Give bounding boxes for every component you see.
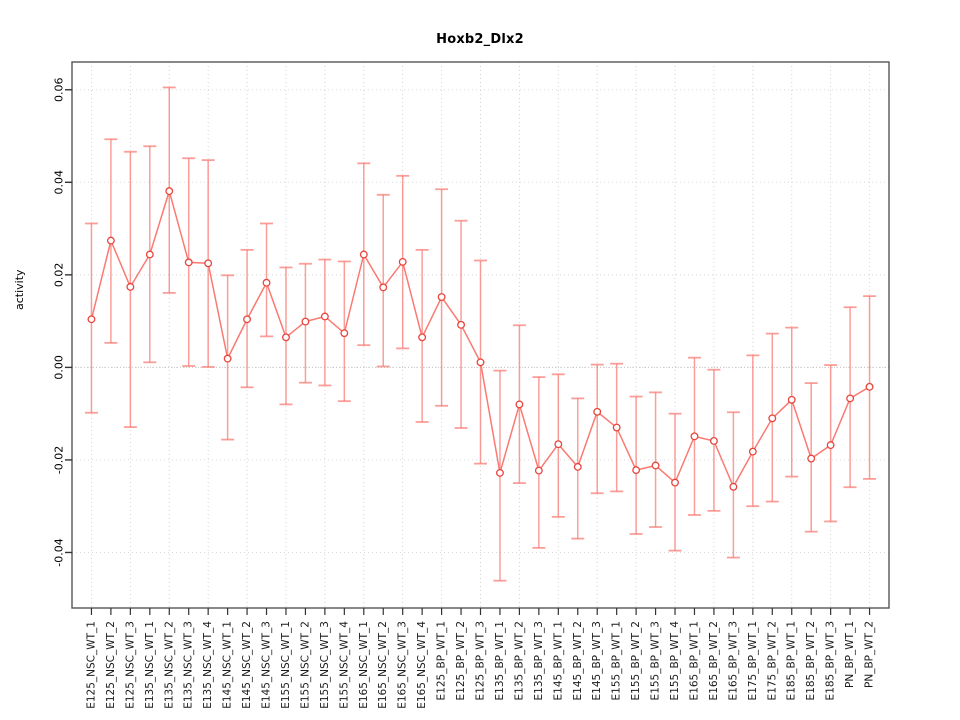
y-tick-label: 0.06	[53, 78, 66, 103]
data-point-marker	[865, 382, 874, 391]
x-tick-label: E135_BP_WT_1	[494, 621, 506, 700]
x-tick-label: E125_NSC_WT_3	[124, 621, 136, 709]
data-point-marker	[379, 283, 388, 292]
data-point-marker	[709, 437, 718, 445]
data-point-marker	[554, 440, 563, 449]
data-point-marker	[457, 320, 465, 329]
x-tick-label: E165_BP_WT_1	[688, 621, 700, 700]
x-tick-label: E165_NSC_WT_3	[397, 621, 409, 709]
data-point-marker	[846, 394, 855, 403]
data-point-marker	[165, 187, 174, 196]
x-tick-label: E185_BP_WT_3	[825, 621, 837, 700]
data-point-marker	[320, 312, 329, 321]
x-tick-label: E135_BP_WT_3	[533, 621, 545, 700]
y-tick-label: 0.02	[53, 263, 66, 288]
data-point-marker	[87, 315, 96, 324]
data-point-marker	[223, 354, 232, 363]
x-axis-ticks	[90, 608, 871, 615]
x-tick-label: E165_BP_WT_3	[727, 621, 739, 700]
data-point-marker	[204, 259, 213, 268]
x-tick-label: E155_NSC_WT_3	[319, 621, 331, 709]
x-tick-label: E135_NSC_WT_3	[183, 621, 195, 709]
data-point-marker	[243, 315, 252, 324]
x-tick-label: E145_NSC_WT_3	[261, 621, 273, 709]
data-point-marker	[301, 317, 310, 326]
data-point-marker	[807, 454, 816, 463]
x-tick-label: E135_NSC_WT_4	[202, 621, 214, 709]
data-point-marker	[612, 423, 621, 432]
x-tick-label: E185_BP_WT_2	[805, 621, 817, 700]
data-point-marker	[534, 466, 543, 475]
x-tick-label: E165_NSC_WT_2	[377, 621, 389, 709]
data-point-marker	[651, 461, 660, 470]
x-tick-label: E145_BP_WT_2	[572, 621, 584, 700]
data-point-marker	[126, 282, 135, 291]
data-point-marker	[826, 441, 835, 450]
x-tick-label: E155_BP_WT_4	[669, 621, 681, 701]
x-tick-label: PN_BP_WT_1	[844, 621, 856, 688]
x-tick-label: E135_NSC_WT_2	[163, 621, 175, 709]
y-tick-label: 0.04	[53, 170, 66, 195]
x-tick-label: E145_BP_WT_3	[591, 621, 603, 700]
y-axis-ticks: 0.06 0.04 0.02 0.00 -0.02 -0.04	[53, 78, 72, 567]
data-markers-group	[87, 187, 874, 491]
y-tick-label: -0.02	[53, 446, 66, 474]
data-point-marker	[398, 257, 407, 266]
data-point-marker	[145, 250, 154, 259]
x-tick-label: E135_NSC_WT_1	[144, 621, 156, 709]
y-tick-label: 0.00	[53, 355, 66, 380]
x-tick-label: E155_BP_WT_2	[630, 621, 642, 700]
x-tick-label: E185_BP_WT_1	[786, 621, 798, 700]
x-tick-label: E125_BP_WT_3	[475, 621, 487, 700]
x-tick-label: E155_NSC_WT_4	[338, 621, 350, 709]
data-point-marker	[515, 400, 524, 409]
data-point-marker	[184, 258, 193, 267]
data-point-marker	[593, 407, 602, 416]
x-tick-label: E145_NSC_WT_2	[241, 621, 253, 709]
data-point-marker	[262, 278, 271, 287]
x-tick-label: E135_BP_WT_2	[513, 621, 525, 700]
data-point-marker	[768, 414, 777, 423]
data-point-marker	[729, 482, 738, 491]
x-axis-tick-labels: E125_NSC_WT_1 E125_NSC_WT_2 E125_NSC_WT_3 E…	[85, 621, 875, 709]
x-tick-label: E175_BP_WT_1	[747, 621, 759, 700]
x-tick-label: E175_BP_WT_2	[766, 621, 778, 700]
x-tick-label: E155_BP_WT_1	[611, 621, 623, 700]
x-tick-label: E165_NSC_WT_1	[358, 621, 370, 709]
data-point-marker	[787, 395, 796, 404]
data-point-marker	[359, 250, 368, 259]
x-tick-label: E155_NSC_WT_2	[299, 621, 311, 709]
data-point-marker	[496, 468, 504, 477]
data-point-marker	[418, 333, 427, 342]
x-tick-label: E145_BP_WT_1	[552, 621, 564, 700]
data-point-marker	[340, 329, 349, 338]
x-tick-label: E125_BP_WT_1	[436, 621, 448, 700]
x-tick-label: E155_BP_WT_3	[650, 621, 662, 700]
data-point-marker	[748, 447, 757, 456]
data-point-marker	[437, 293, 446, 302]
chart-title: Hoxb2_Dlx2	[436, 32, 524, 47]
data-point-marker	[476, 358, 485, 367]
data-point-marker	[690, 432, 699, 441]
data-point-marker	[573, 462, 582, 471]
x-tick-label: E125_NSC_WT_2	[105, 621, 117, 709]
y-tick-label: -0.04	[53, 538, 66, 566]
x-tick-label: E165_NSC_WT_4	[416, 621, 428, 709]
data-point-marker	[632, 466, 641, 475]
data-point-marker	[671, 478, 679, 487]
x-tick-label: PN_BP_WT_2	[864, 621, 876, 688]
x-tick-label: E125_BP_WT_2	[455, 621, 467, 700]
x-tick-label: E145_NSC_WT_1	[222, 621, 234, 709]
x-tick-label: E125_NSC_WT_1	[85, 621, 97, 709]
data-point-marker	[282, 333, 290, 342]
x-tick-label: E165_BP_WT_2	[708, 621, 720, 700]
data-point-marker	[106, 236, 115, 245]
x-tick-label: E155_NSC_WT_1	[280, 621, 292, 709]
